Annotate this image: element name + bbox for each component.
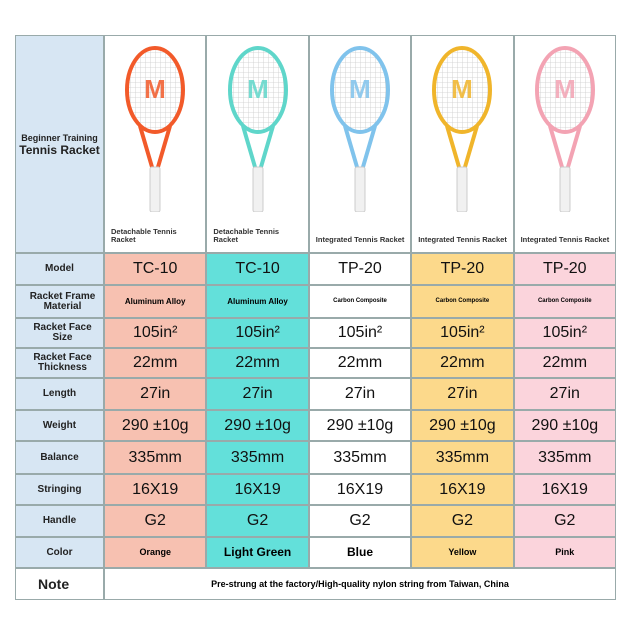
row-label: Model bbox=[15, 253, 104, 285]
spec-value: TC-10 bbox=[104, 253, 207, 285]
spec-value: G2 bbox=[411, 505, 514, 537]
row-label: Handle bbox=[15, 505, 104, 537]
spec-value: Light Green bbox=[206, 537, 309, 568]
racket-image: M bbox=[534, 46, 595, 212]
spec-value: 22mm bbox=[104, 348, 207, 378]
spec-value: G2 bbox=[104, 505, 207, 537]
spec-value: 16X19 bbox=[513, 474, 616, 505]
spec-value: 16X19 bbox=[206, 474, 309, 505]
spec-value: 27in bbox=[411, 378, 514, 410]
spec-value: Carbon Composite bbox=[308, 285, 412, 318]
spec-value: G2 bbox=[206, 505, 309, 537]
racket-image: M bbox=[227, 46, 288, 212]
racket-caption: Detachable Tennis Racket bbox=[111, 227, 177, 244]
svg-text:M: M bbox=[247, 74, 269, 104]
spec-value: 335mm bbox=[308, 441, 412, 474]
spec-value: 22mm bbox=[513, 348, 616, 378]
spec-value: 105in² bbox=[206, 318, 309, 348]
row-label: Racket Face Size bbox=[15, 318, 104, 348]
spec-value: 290 ±10g bbox=[104, 410, 207, 441]
racket-image-cell: M Integrated Tennis Racket bbox=[513, 35, 616, 253]
racket-caption: Detachable Tennis Racket bbox=[213, 227, 280, 244]
spec-value: 335mm bbox=[513, 441, 616, 474]
racket-image-cell: M Integrated Tennis Racket bbox=[308, 35, 412, 253]
svg-text:M: M bbox=[144, 74, 166, 104]
spec-value: 290 ±10g bbox=[308, 410, 412, 441]
header-title: Tennis Racket bbox=[19, 143, 100, 157]
racket-image: M bbox=[329, 46, 390, 212]
spec-value: TP-20 bbox=[411, 253, 514, 285]
spec-value: Pink bbox=[513, 537, 616, 568]
racket-image: M bbox=[125, 46, 186, 212]
row-label: Color bbox=[15, 537, 104, 568]
row-label: Racket Frame Material bbox=[15, 285, 104, 318]
spec-value: 335mm bbox=[411, 441, 514, 474]
row-label: Weight bbox=[15, 410, 104, 441]
spec-value: 290 ±10g bbox=[513, 410, 616, 441]
row-label: Stringing bbox=[15, 474, 104, 505]
racket-caption: Integrated Tennis Racket bbox=[315, 235, 405, 244]
spec-value: 16X19 bbox=[411, 474, 514, 505]
row-label: Racket Face Thickness bbox=[15, 348, 104, 378]
racket-caption: Integrated Tennis Racket bbox=[520, 235, 610, 244]
spec-value: 105in² bbox=[308, 318, 412, 348]
spec-value: 105in² bbox=[104, 318, 207, 348]
spec-value: 335mm bbox=[206, 441, 309, 474]
racket-image: M bbox=[432, 46, 493, 212]
spec-value: 16X19 bbox=[308, 474, 412, 505]
spec-value: 105in² bbox=[513, 318, 616, 348]
spec-value: 22mm bbox=[411, 348, 514, 378]
spec-value: 290 ±10g bbox=[411, 410, 514, 441]
spec-value: Yellow bbox=[411, 537, 514, 568]
svg-text:M: M bbox=[452, 74, 474, 104]
spec-value: Carbon Composite bbox=[513, 285, 616, 318]
spec-value: Aluminum Alloy bbox=[104, 285, 207, 318]
spec-value: Orange bbox=[104, 537, 207, 568]
spec-value: 290 ±10g bbox=[206, 410, 309, 441]
spec-value: 22mm bbox=[206, 348, 309, 378]
row-label: Note bbox=[15, 568, 104, 600]
spec-value: 16X19 bbox=[104, 474, 207, 505]
note-text: Pre-strung at the factory/High-quality n… bbox=[104, 568, 616, 600]
svg-text:M: M bbox=[349, 74, 371, 104]
spec-value: TP-20 bbox=[308, 253, 412, 285]
spec-value: 105in² bbox=[411, 318, 514, 348]
spec-value: Aluminum Alloy bbox=[206, 285, 309, 318]
racket-image-cell: M Detachable Tennis Racket bbox=[104, 35, 207, 253]
racket-caption: Integrated Tennis Racket bbox=[418, 235, 507, 244]
spec-value: G2 bbox=[513, 505, 616, 537]
spec-value: 27in bbox=[206, 378, 309, 410]
spec-value: 22mm bbox=[308, 348, 412, 378]
spec-value: Blue bbox=[308, 537, 412, 568]
spec-value: 335mm bbox=[104, 441, 207, 474]
spec-value: 27in bbox=[513, 378, 616, 410]
spec-value: 27in bbox=[104, 378, 207, 410]
racket-image-cell: M Integrated Tennis Racket bbox=[411, 35, 514, 253]
row-label: Balance bbox=[15, 441, 104, 474]
header-title: Beginner Training bbox=[21, 133, 98, 143]
header-title-cell: Beginner Training Tennis Racket bbox=[15, 35, 104, 253]
racket-image-cell: M Detachable Tennis Racket bbox=[206, 35, 309, 253]
row-label: Length bbox=[15, 378, 104, 410]
spec-value: G2 bbox=[308, 505, 412, 537]
svg-text:M: M bbox=[554, 74, 576, 104]
spec-value: Carbon Composite bbox=[411, 285, 514, 318]
spec-value: TC-10 bbox=[206, 253, 309, 285]
spec-value: 27in bbox=[308, 378, 412, 410]
spec-value: TP-20 bbox=[513, 253, 616, 285]
